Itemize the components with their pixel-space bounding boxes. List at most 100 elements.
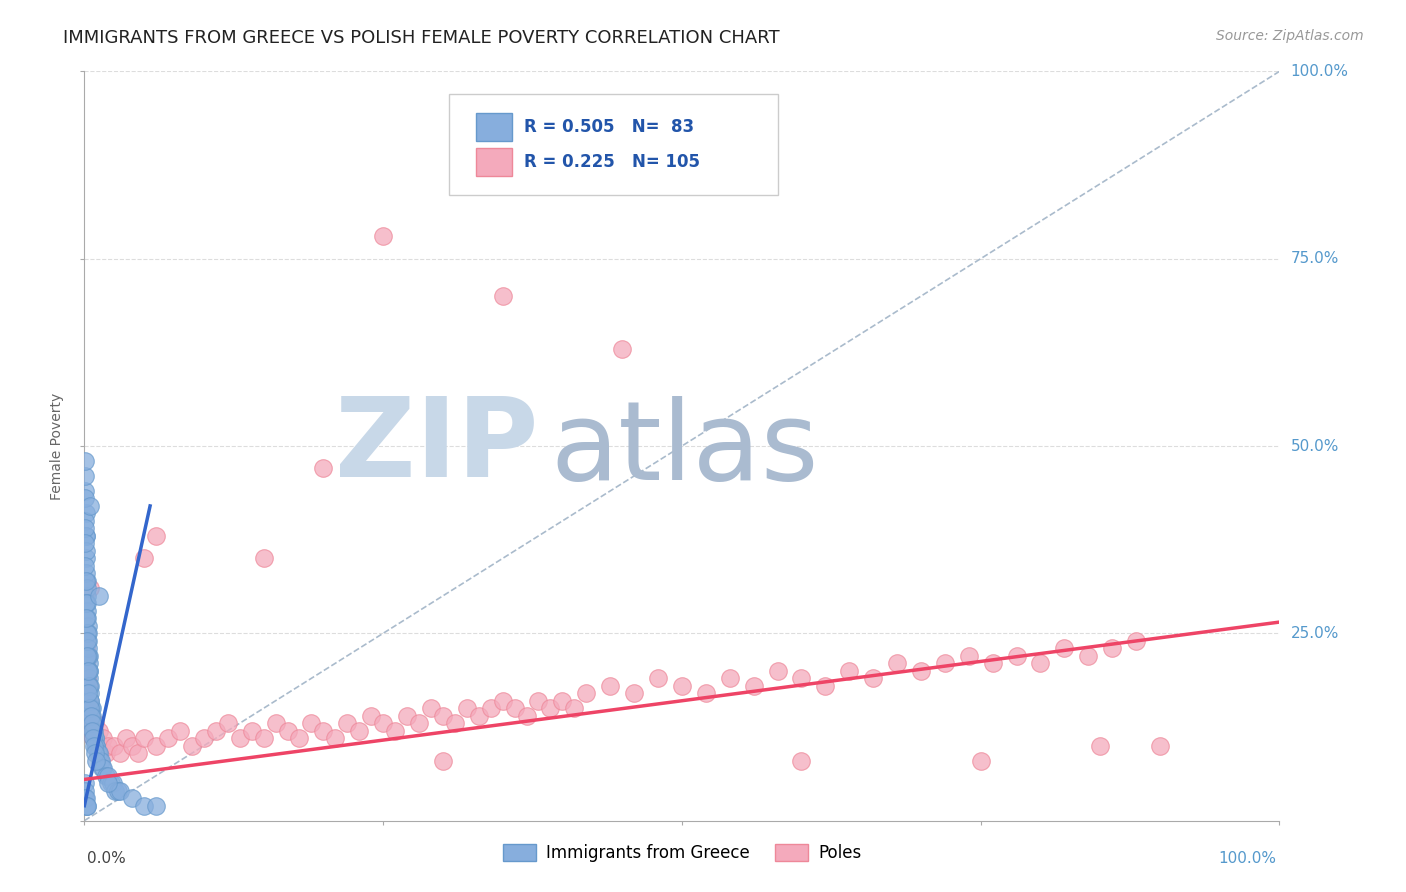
Point	[84, 716, 107, 731]
Point	[79, 686, 101, 700]
Point	[82, 723, 104, 738]
Point	[75, 633, 97, 648]
Point	[76, 694, 98, 708]
Point	[934, 657, 956, 671]
Point	[75, 791, 97, 805]
Text: IMMIGRANTS FROM GREECE VS POLISH FEMALE POVERTY CORRELATION CHART: IMMIGRANTS FROM GREECE VS POLISH FEMALE …	[63, 29, 780, 46]
Point	[575, 686, 598, 700]
Point	[75, 491, 97, 506]
Point	[76, 596, 98, 610]
Point	[1053, 641, 1076, 656]
Point	[97, 776, 120, 790]
Text: 75.0%: 75.0%	[1291, 252, 1339, 266]
Point	[612, 342, 634, 356]
Point	[75, 507, 97, 521]
Point	[253, 551, 276, 566]
Point	[229, 731, 252, 746]
Point	[82, 723, 104, 738]
Point	[623, 686, 645, 700]
Point	[790, 671, 813, 685]
Point	[336, 716, 359, 731]
Point	[814, 679, 837, 693]
Point	[957, 648, 980, 663]
Point	[80, 723, 103, 738]
Point	[910, 664, 932, 678]
Point	[76, 641, 98, 656]
Point	[77, 686, 100, 700]
Point	[79, 499, 101, 513]
Point	[76, 708, 98, 723]
Text: Source: ZipAtlas.com: Source: ZipAtlas.com	[1216, 29, 1364, 43]
Point	[75, 701, 97, 715]
Point	[75, 536, 97, 550]
Point	[373, 229, 395, 244]
Point	[90, 739, 112, 753]
Point	[73, 469, 96, 483]
Point	[83, 723, 105, 738]
Point	[104, 783, 127, 797]
Point	[76, 633, 98, 648]
FancyBboxPatch shape	[477, 148, 512, 177]
Point	[468, 708, 491, 723]
Point	[84, 731, 107, 746]
Text: 50.0%: 50.0%	[1291, 439, 1339, 453]
Point	[80, 701, 103, 715]
Point	[89, 754, 111, 768]
Point	[132, 798, 156, 813]
Text: R = 0.225   N= 105: R = 0.225 N= 105	[524, 153, 700, 171]
Point	[84, 746, 107, 760]
Point	[432, 708, 454, 723]
Point	[312, 723, 335, 738]
Point	[79, 701, 101, 715]
Point	[1090, 739, 1112, 753]
Point	[76, 589, 98, 603]
Point	[360, 708, 382, 723]
Point	[86, 746, 108, 760]
Point	[73, 664, 96, 678]
Point	[718, 671, 741, 685]
FancyBboxPatch shape	[477, 112, 512, 141]
Point	[110, 783, 132, 797]
Text: 25.0%: 25.0%	[1291, 626, 1339, 640]
Point	[76, 798, 98, 813]
Point	[349, 723, 371, 738]
Point	[76, 604, 98, 618]
Point	[516, 708, 538, 723]
Point	[75, 641, 97, 656]
Point	[83, 739, 105, 753]
Point	[75, 664, 97, 678]
Point	[73, 454, 96, 468]
Point	[288, 731, 311, 746]
Point	[79, 679, 101, 693]
Point	[373, 716, 395, 731]
Point	[75, 686, 97, 700]
Point	[75, 514, 97, 528]
Point	[76, 798, 98, 813]
Point	[862, 671, 884, 685]
Point	[87, 723, 110, 738]
Point	[970, 754, 993, 768]
Point	[76, 619, 98, 633]
Point	[79, 694, 101, 708]
Point	[77, 664, 100, 678]
Point	[77, 664, 100, 678]
Text: 0.0%: 0.0%	[87, 851, 127, 866]
Point	[79, 671, 101, 685]
Point	[75, 529, 97, 543]
Point	[181, 739, 204, 753]
Point	[77, 694, 100, 708]
Text: R = 0.505   N=  83: R = 0.505 N= 83	[524, 118, 695, 136]
Point	[1125, 633, 1147, 648]
Point	[76, 626, 98, 640]
Point	[695, 686, 717, 700]
Point	[77, 633, 100, 648]
Point	[82, 731, 104, 746]
Point	[766, 664, 789, 678]
Point	[75, 529, 97, 543]
Point	[76, 671, 98, 685]
Point	[75, 566, 97, 581]
Point	[75, 551, 97, 566]
Point	[396, 708, 419, 723]
Point	[80, 701, 103, 715]
Point	[503, 701, 526, 715]
